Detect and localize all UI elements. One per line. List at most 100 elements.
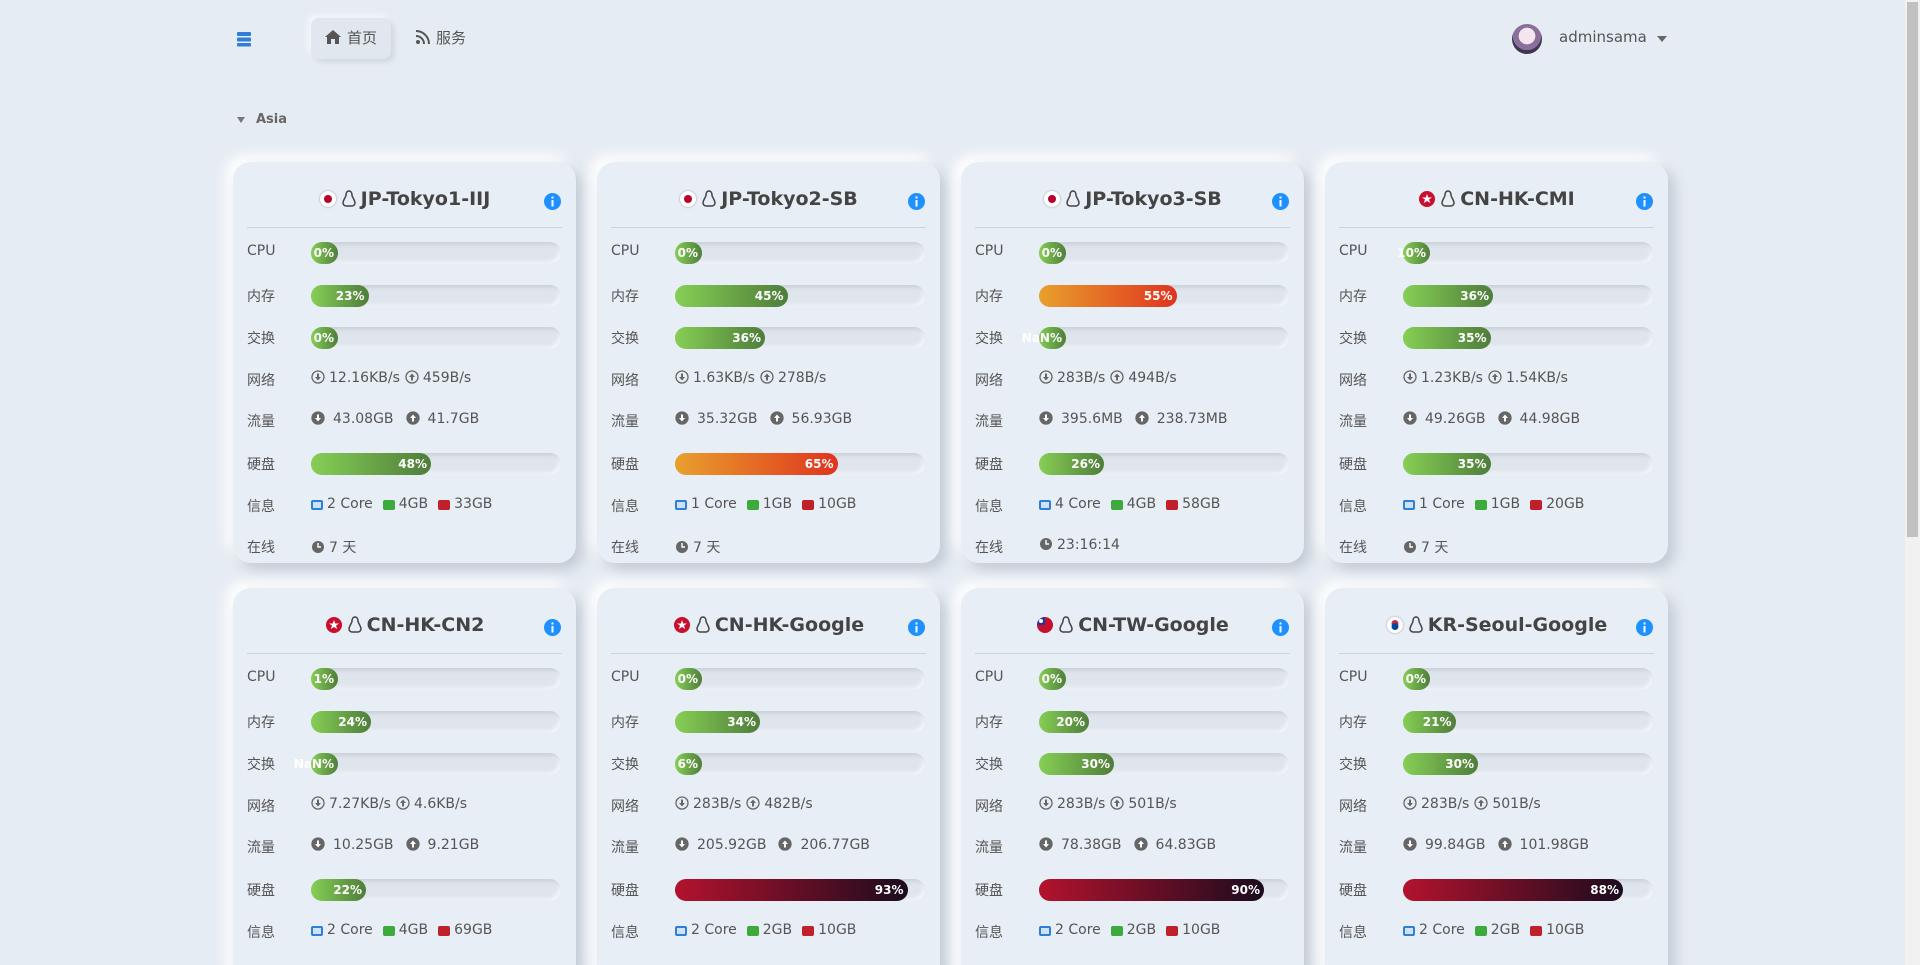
arrow-icon-arrow <box>679 414 685 422</box>
arrow-icon <box>1039 370 1053 384</box>
ram-icon <box>382 500 395 510</box>
uptime-row: 7 天 <box>1403 537 1448 557</box>
server-name: KR-Seoul-Google <box>1427 614 1608 636</box>
network-row: 1.23KB/s 1.54KB/s <box>1403 370 1568 386</box>
row-label: CPU <box>611 669 640 685</box>
os-icon <box>1441 190 1455 207</box>
home-label: 首页 <box>347 29 378 47</box>
menu-icon[interactable] <box>236 31 252 47</box>
swap-bar: 30% <box>1039 753 1114 775</box>
net-out: 494B/s <box>1128 370 1177 386</box>
info-button[interactable] <box>1636 193 1653 210</box>
traffic-out: 206.77GB <box>800 837 870 853</box>
cpu-bar: 0% <box>1403 668 1430 690</box>
net-out: 482B/s <box>764 796 813 812</box>
flag-icon <box>680 191 697 207</box>
row-label: 在线 <box>1339 540 1367 556</box>
swap-track: 30% <box>1039 753 1289 775</box>
row-label: 硬盘 <box>975 457 1003 473</box>
storage: 20GB <box>1546 496 1585 512</box>
info-button[interactable] <box>544 619 561 636</box>
flag-part <box>1039 619 1044 623</box>
info-button[interactable] <box>1272 193 1289 210</box>
memory-bar: 34% <box>675 711 760 733</box>
arrow-icon <box>1403 370 1417 384</box>
server-card: JP-Tokyo3-SB CPU 内存 交换 网络 流量 硬盘 信息 在线 0% 55% NaN% 28… <box>961 162 1304 563</box>
avatar[interactable] <box>1512 24 1542 54</box>
arrow-icon-arrow <box>1407 799 1413 807</box>
row-label: 流量 <box>247 840 275 856</box>
memory-percent: 21% <box>1422 715 1452 729</box>
swap-track: 36% <box>675 327 925 349</box>
home-tab[interactable]: 首页 <box>311 18 392 59</box>
traffic-row: 99.84GB 101.98GB <box>1403 837 1589 853</box>
row-label: 交换 <box>975 757 1003 773</box>
traffic-row: 43.08GB 41.7GB <box>311 411 479 427</box>
info-icon-bar <box>1643 626 1646 633</box>
flag-part <box>1391 623 1399 630</box>
server-name: JP-Tokyo1-IIJ <box>360 188 491 210</box>
swap-percent: 35% <box>1457 331 1487 345</box>
row-label: 信息 <box>975 499 1003 515</box>
uptime-row: 7 天 <box>675 537 720 557</box>
arrow-icon-arrow <box>1043 840 1049 848</box>
arrow-icon-arrow <box>679 840 685 848</box>
arrow-icon-arrow <box>409 840 416 848</box>
traffic-row: 49.26GB 44.98GB <box>1403 411 1580 427</box>
storage-icon <box>438 500 451 510</box>
ram-icon <box>1474 500 1487 510</box>
cpu-track: 0% <box>1039 668 1289 690</box>
row-label: 网络 <box>975 799 1003 815</box>
swap-track: NaN% <box>1022 327 1289 349</box>
info-button[interactable] <box>1272 619 1289 636</box>
disk-percent: 88% <box>1590 883 1619 897</box>
memory-percent: 55% <box>1143 289 1173 303</box>
traffic-in: 43.08GB <box>333 411 394 427</box>
os-icon-shape <box>1441 190 1455 207</box>
arrow-icon-ring <box>1039 370 1053 384</box>
row-label: 交换 <box>1339 757 1367 773</box>
arrow-icon-arrow <box>750 799 757 807</box>
row-label: 在线 <box>975 540 1003 556</box>
info-button[interactable] <box>908 193 925 210</box>
arrow-icon-arrow <box>1407 840 1413 848</box>
services-tab[interactable]: 服务 <box>402 18 480 59</box>
group-title[interactable]: Asia <box>256 112 288 127</box>
swap-bar: 36% <box>675 327 765 349</box>
disk-percent: 65% <box>804 457 834 471</box>
server-card: JP-Tokyo2-SB CPU 内存 交换 网络 流量 硬盘 信息 在线 0% 45% 36% 1.6… <box>597 162 940 563</box>
row-label: 流量 <box>1339 840 1367 856</box>
user-dropdown[interactable] <box>1657 36 1667 42</box>
arrow-icon-ring <box>396 796 410 810</box>
info-icon-dot <box>1643 622 1646 625</box>
flag-part <box>1422 194 1433 203</box>
os-icon-shape <box>1059 616 1073 633</box>
flag-icon <box>673 617 690 633</box>
info-button[interactable] <box>544 193 561 210</box>
arrow-icon-ring <box>675 370 689 384</box>
divider <box>975 653 1290 654</box>
disk-bar: 88% <box>1403 879 1623 901</box>
group-toggle[interactable] <box>237 117 245 123</box>
cpu-icon <box>1039 500 1051 510</box>
arrow-icon <box>1039 796 1053 810</box>
os-icon <box>696 616 710 633</box>
clock-hands <box>1045 540 1049 545</box>
scrollbar-thumb[interactable] <box>1907 2 1918 537</box>
os-icon-shape <box>702 190 716 207</box>
row-label: 网络 <box>247 373 275 389</box>
cpu-icon <box>675 500 687 510</box>
info-button[interactable] <box>908 619 925 636</box>
info-button[interactable] <box>1636 619 1653 636</box>
arrow-icon <box>1403 411 1417 425</box>
traffic-out: 9.21GB <box>427 837 480 853</box>
traffic-out: 238.73MB <box>1156 411 1228 427</box>
disk-track: 48% <box>311 453 561 475</box>
net-in: 1.63KB/s <box>693 370 755 386</box>
username[interactable]: adminsama <box>1559 28 1647 46</box>
info-icon-bar <box>551 626 554 633</box>
swap-percent: 30% <box>1445 757 1474 771</box>
disk-percent: 22% <box>333 883 362 897</box>
uptime: 23:16:14 <box>1057 537 1120 553</box>
row-label: 流量 <box>975 414 1003 430</box>
